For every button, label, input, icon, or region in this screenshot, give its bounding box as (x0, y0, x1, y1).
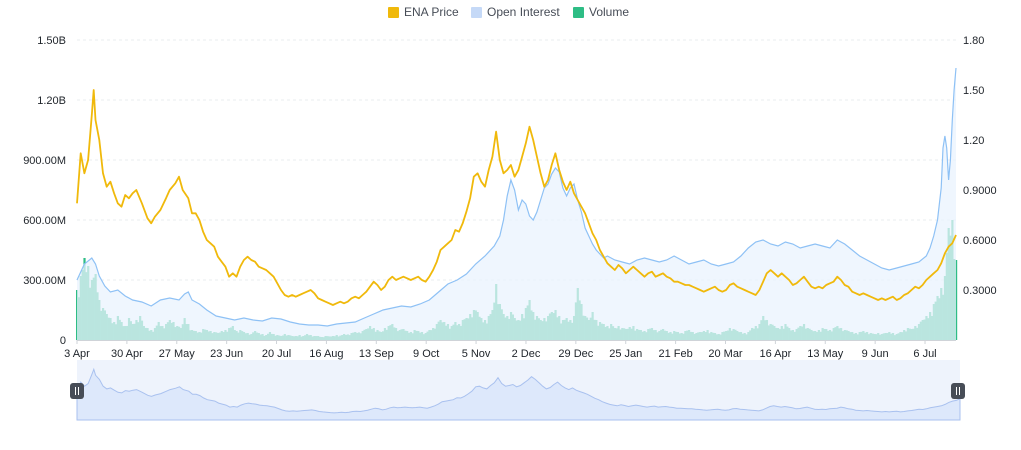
right-axis: 0.3000 0.6000 0.9000 1.20 1.50 1.80 (963, 35, 997, 297)
right-axis-tick-label: 1.20 (963, 135, 984, 147)
legend-swatch-volume (573, 7, 584, 18)
x-axis: 3 Apr 30 Apr 27 May 23 Jun 20 Jul 16 Aug 13 Se… (64, 340, 937, 360)
x-axis-tick-label: 9 Jun (862, 348, 889, 360)
left-axis-tick-label: 600.00M (23, 215, 66, 227)
x-axis-tick-label: 16 Aug (309, 348, 343, 360)
open-interest-line[interactable] (76, 67, 957, 327)
left-axis-tick-label: 900.00M (23, 155, 66, 167)
left-axis-tick-label: 0 (60, 335, 66, 347)
legend-swatch-open-interest (471, 7, 482, 18)
open-interest-area (76, 67, 957, 340)
open-interest-fill (77, 68, 956, 340)
x-axis-tick-label: 3 Apr (64, 348, 90, 360)
right-axis-tick-label: 0.3000 (963, 285, 997, 297)
price-line (76, 89, 957, 306)
legend-label-volume: Volume (589, 5, 629, 19)
legend-item-volume[interactable]: Volume (573, 5, 629, 19)
navigator-handle-left[interactable] (70, 383, 84, 399)
left-axis-tick-label: 1.20B (37, 95, 66, 107)
left-axis-tick-label: 300.00M (23, 275, 66, 287)
right-axis-tick-label: 1.80 (963, 35, 984, 47)
x-axis-tick-label: 20 Jul (262, 348, 291, 360)
legend-swatch-ena-price (388, 7, 399, 18)
range-navigator[interactable] (70, 360, 965, 421)
x-axis-tick-label: 2 Dec (512, 348, 541, 360)
x-axis-tick-label: 5 Nov (462, 348, 491, 360)
x-axis-tick-label: 16 Apr (759, 348, 791, 360)
right-axis-tick-label: 0.6000 (963, 235, 997, 247)
x-axis-tick-label: 25 Jan (609, 348, 642, 360)
legend-label-open-interest: Open Interest (487, 5, 560, 19)
right-axis-tick-label: 1.50 (963, 85, 984, 97)
x-axis-tick-label: 13 May (807, 348, 844, 360)
x-axis-tick-label: 29 Dec (558, 348, 593, 360)
navigator-handle-right[interactable] (951, 383, 965, 399)
left-axis: 0 300.00M 600.00M 900.00M 1.20B 1.50B (23, 35, 66, 347)
x-axis-tick-label: 27 May (159, 348, 196, 360)
x-axis-tick-label: 9 Oct (413, 348, 439, 360)
legend-item-ena-price[interactable]: ENA Price (388, 5, 459, 19)
x-axis-tick-label: 20 Mar (708, 348, 743, 360)
legend: ENA Price Open Interest Volume (388, 5, 629, 19)
x-axis-tick-label: 30 Apr (111, 348, 143, 360)
left-axis-tick-label: 1.50B (37, 35, 66, 47)
ena-price-line[interactable] (76, 89, 957, 306)
legend-label-ena-price: ENA Price (404, 5, 459, 19)
x-axis-tick-label: 6 Jul (913, 348, 936, 360)
legend-item-open-interest[interactable]: Open Interest (471, 5, 560, 19)
x-axis-tick-label: 23 Jun (210, 348, 243, 360)
volume-bar[interactable] (955, 260, 958, 340)
x-axis-tick-label: 13 Sep (359, 348, 394, 360)
x-axis-tick-label: 21 Feb (658, 348, 692, 360)
navigator-series-area (76, 367, 961, 421)
right-axis-tick-label: 0.9000 (963, 185, 997, 197)
